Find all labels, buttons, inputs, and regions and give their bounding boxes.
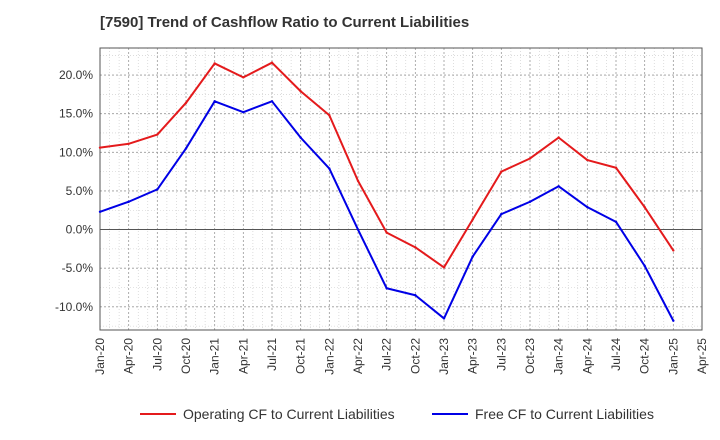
data-point [242, 110, 245, 114]
x-tick-label: Oct-21 [294, 338, 308, 374]
x-tick-label: Oct-20 [179, 338, 193, 374]
data-point [385, 287, 388, 290]
x-tick-label: Jul-23 [494, 338, 508, 371]
data-point [356, 228, 360, 231]
data-point [184, 147, 188, 150]
data-point [614, 220, 618, 224]
y-tick-label: 20.0% [59, 68, 93, 82]
x-tick-label: Jan-20 [93, 338, 107, 375]
x-tick-label: Jan-22 [322, 338, 336, 375]
y-tick-label: 5.0% [66, 184, 94, 198]
x-tick-label: Apr-22 [351, 338, 365, 374]
data-point [586, 158, 589, 162]
data-point [442, 266, 446, 269]
x-tick-label: Apr-20 [122, 338, 136, 374]
data-point [299, 136, 302, 139]
legend-operating-cf: Operating CF to Current Liabilities [140, 406, 395, 422]
data-point [414, 294, 417, 297]
x-tick-label: Oct-24 [638, 338, 652, 374]
data-point [414, 246, 417, 249]
legend-label: Operating CF to Current Liabilities [183, 406, 395, 422]
data-point [442, 317, 446, 320]
data-point [356, 179, 360, 183]
data-point [127, 142, 130, 146]
x-tick-label: Jan-21 [208, 338, 222, 375]
x-tick-label: Apr-23 [466, 338, 480, 374]
data-point [127, 200, 130, 203]
data-point [672, 249, 675, 252]
data-point [643, 264, 646, 268]
x-tick-label: Apr-25 [695, 338, 709, 374]
legend-free-cf: Free CF to Current Liabilities [432, 406, 654, 422]
x-tick-label: Jul-20 [150, 338, 164, 371]
x-tick-label: Jul-21 [265, 338, 279, 371]
y-tick-label: 15.0% [59, 107, 93, 121]
y-tick-label: -5.0% [62, 261, 94, 275]
data-point [299, 90, 302, 93]
y-tick-label: 10.0% [59, 145, 93, 159]
data-point [213, 100, 216, 103]
data-point [328, 114, 331, 117]
x-tick-label: Jul-22 [380, 338, 394, 371]
data-point [643, 205, 646, 209]
y-tick-label: 0.0% [66, 223, 94, 237]
x-tick-label: Jan-25 [666, 338, 680, 375]
data-point [98, 210, 102, 213]
x-tick-label: Jan-23 [437, 338, 451, 375]
legend-label: Free CF to Current Liabilities [475, 406, 654, 422]
data-point [557, 185, 560, 188]
data-point [156, 188, 159, 191]
data-point [184, 101, 188, 105]
x-tick-label: Jul-24 [609, 338, 623, 371]
data-point [614, 166, 618, 169]
data-point [98, 146, 102, 149]
data-point [328, 167, 331, 170]
x-tick-label: Apr-21 [236, 338, 250, 374]
data-point [500, 170, 503, 173]
x-tick-label: Oct-23 [523, 338, 537, 374]
y-tick-label: -10.0% [55, 300, 93, 314]
data-point [471, 255, 474, 258]
data-point [242, 76, 245, 79]
data-point [385, 231, 388, 234]
plot-area [100, 48, 702, 330]
plot-frame [99, 47, 703, 331]
data-point [471, 218, 474, 221]
data-point [557, 136, 560, 139]
data-point [270, 61, 274, 64]
x-tick-label: Jan-24 [552, 338, 566, 375]
data-point [586, 205, 589, 209]
data-point [672, 319, 675, 322]
data-point [213, 62, 216, 65]
data-point [500, 212, 503, 216]
chart-title: [7590] Trend of Cashflow Ratio to Curren… [100, 14, 470, 31]
x-tick-label: Oct-22 [408, 338, 422, 374]
x-tick-label: Apr-24 [580, 338, 594, 374]
data-point [156, 133, 159, 136]
data-point [270, 100, 274, 103]
data-point [528, 200, 532, 203]
data-point [528, 157, 532, 160]
